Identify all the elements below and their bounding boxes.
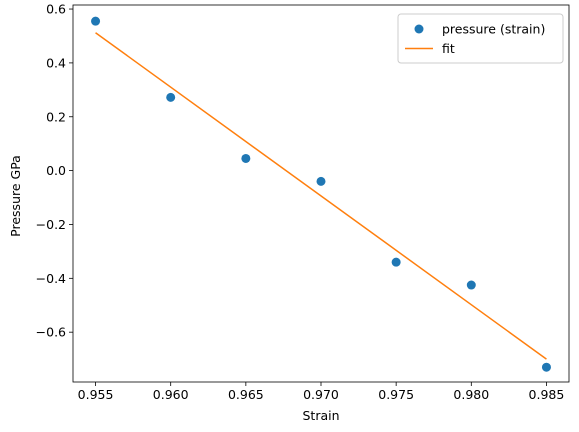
legend: pressure (strain) fit — [397, 13, 564, 64]
x-tick-label: 0.970 — [303, 387, 339, 402]
x-tick-label: 0.975 — [378, 387, 414, 402]
x-tick-label: 0.980 — [453, 387, 489, 402]
y-tick-label: 0.6 — [46, 2, 66, 17]
axes-frame — [72, 4, 570, 383]
y-tick-label: 0.0 — [46, 163, 66, 178]
series-line-fit — [95, 32, 547, 360]
legend-frame — [397, 13, 564, 64]
data-point-pressure-strain — [541, 362, 551, 372]
y-axis-label: Pressure GPa — [8, 155, 23, 237]
plot-area — [91, 16, 551, 372]
y-tick-label: 0.4 — [46, 55, 66, 70]
y-tick-label: 0.2 — [46, 109, 66, 124]
legend-label-pressure-strain: pressure (strain) — [442, 22, 545, 37]
legend-marker-pressure-strain — [414, 24, 424, 34]
legend-label-fit: fit — [442, 41, 455, 56]
data-point-pressure-strain — [316, 176, 326, 186]
x-axis-ticks: 0.955 0.960 0.965 0.970 0.975 0.980 0.985 — [78, 382, 565, 402]
data-point-pressure-strain — [166, 92, 176, 102]
x-tick-label: 0.965 — [228, 387, 264, 402]
data-point-pressure-strain — [91, 16, 101, 26]
y-tick-label: −0.6 — [36, 325, 66, 340]
y-tick-label: −0.2 — [36, 217, 66, 232]
x-tick-label: 0.960 — [153, 387, 189, 402]
x-tick-label: 0.955 — [78, 387, 114, 402]
y-tick-label: −0.4 — [36, 271, 66, 286]
data-point-pressure-strain — [391, 257, 401, 267]
x-tick-label: 0.985 — [529, 387, 565, 402]
data-point-pressure-strain — [466, 280, 476, 290]
data-point-pressure-strain — [241, 153, 251, 163]
y-axis-ticks: 0.6 0.4 0.2 0.0 −0.2 −0.4 −0.6 — [36, 2, 73, 340]
x-axis-label: Strain — [302, 408, 339, 423]
